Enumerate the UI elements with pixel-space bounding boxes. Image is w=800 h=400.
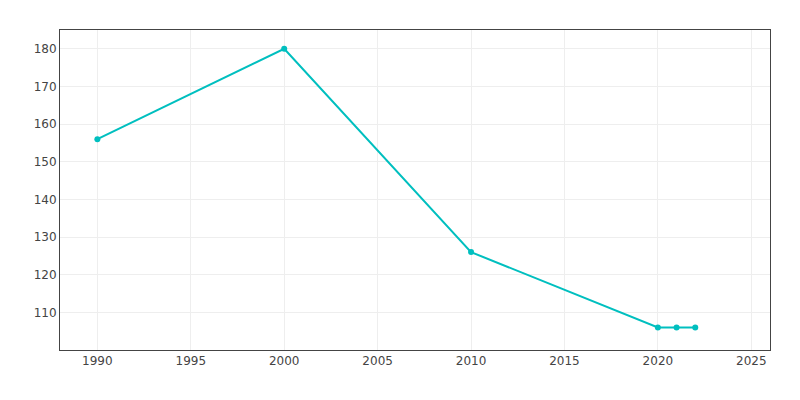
svg-text:1990: 1990 bbox=[82, 354, 113, 368]
svg-text:2020: 2020 bbox=[643, 354, 674, 368]
svg-text:2015: 2015 bbox=[549, 354, 580, 368]
svg-text:120: 120 bbox=[34, 268, 57, 282]
svg-text:1995: 1995 bbox=[176, 354, 207, 368]
svg-text:2010: 2010 bbox=[456, 354, 487, 368]
svg-text:110: 110 bbox=[34, 306, 57, 320]
svg-text:130: 130 bbox=[34, 230, 57, 244]
svg-text:140: 140 bbox=[34, 193, 57, 207]
svg-text:180: 180 bbox=[34, 42, 57, 56]
svg-text:160: 160 bbox=[34, 117, 57, 131]
svg-text:2025: 2025 bbox=[736, 354, 767, 368]
svg-text:2005: 2005 bbox=[362, 354, 393, 368]
svg-text:170: 170 bbox=[34, 80, 57, 94]
svg-text:2000: 2000 bbox=[269, 354, 300, 368]
svg-text:150: 150 bbox=[34, 155, 57, 169]
